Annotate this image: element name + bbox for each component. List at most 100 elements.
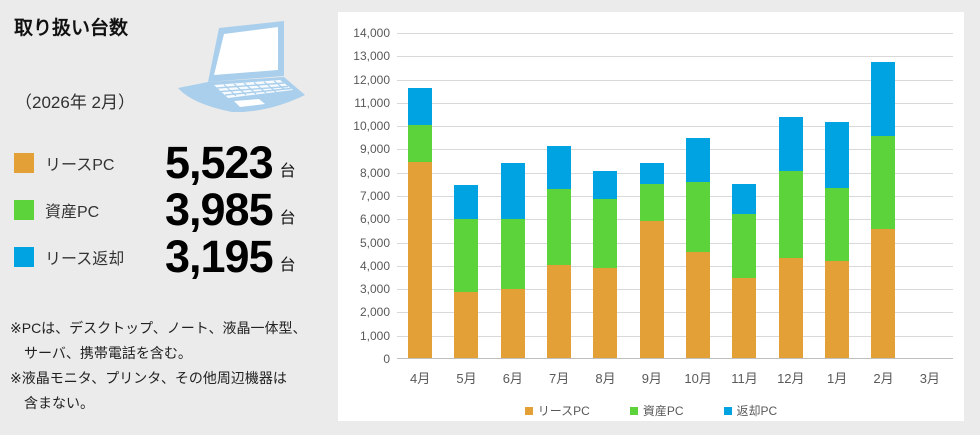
x-tick-label: 12月 (777, 371, 805, 386)
y-tick-label: 7,000 (359, 189, 390, 203)
summary-panel: 取り扱い台数 （2026年 2月） リースPC 5,523 台資産PC 3,985 台リ… (0, 0, 338, 435)
bar (629, 33, 675, 359)
stat-swatch (14, 199, 34, 220)
bar-segment-資産PC (454, 219, 479, 292)
stat-value: 3,985 (165, 184, 274, 235)
legend-label: リースPC (537, 404, 590, 418)
legend-item: リースPC (524, 402, 590, 419)
grid-line (397, 312, 953, 314)
bar (814, 33, 860, 359)
bar (675, 33, 721, 359)
bar (397, 33, 443, 359)
stat-label: 資産PC (45, 203, 100, 221)
bar-segment-リースPC (778, 258, 803, 358)
grid-line (397, 219, 953, 221)
bar-segment-リースPC (871, 229, 896, 358)
bar-segment-資産PC (825, 188, 850, 261)
grid-line (397, 242, 953, 244)
legend-item: 資産PC (629, 402, 684, 419)
page-title: 取り扱い台数 (14, 18, 129, 39)
x-axis: 4月 5月 6月 7月 8月 9月 10月 11月 12月 1月 2月 3月 (397, 368, 953, 388)
bar-segment-返却PC (454, 185, 479, 219)
legend-label: 返却PC (736, 404, 778, 418)
grid-line (397, 196, 953, 197)
grid-line (397, 149, 953, 151)
grid-line (397, 56, 953, 58)
bar (443, 33, 489, 359)
bar-segment-返却PC (686, 138, 711, 182)
laptop-icon (178, 21, 305, 113)
bar-segment-リースPC (547, 265, 572, 358)
bar-segment-返却PC (871, 62, 896, 136)
bar (860, 33, 906, 359)
x-tick-label: 10月 (684, 371, 712, 386)
grid-line (397, 126, 953, 128)
bar-segment-資産PC (639, 184, 664, 221)
bar-segment-資産PC (547, 189, 572, 265)
legend-swatch (723, 406, 732, 415)
y-tick-label: 10,000 (353, 119, 390, 134)
stats-list: リースPC 5,523 台資産PC 3,985 台リース返却 3,195 台 (14, 139, 320, 280)
grid-line (397, 335, 953, 337)
footnotes: ※PCは、デスクトップ、ノート、液晶一体型、 サーバ、携帯電話を含む。 ※液晶モニ… (10, 316, 306, 416)
bar-segment-返却PC (639, 163, 664, 184)
x-tick-label: 6月 (502, 371, 523, 386)
x-axis-line (397, 358, 953, 359)
stat-label: リース返却 (45, 250, 125, 268)
y-axis: 0 1,000 2,000 3,000 4,000 5,000 6,000 7,000 8,00… (338, 26, 390, 366)
stat-unit: 台 (279, 163, 296, 180)
y-tick-label: 1,000 (359, 328, 390, 343)
bar (536, 33, 582, 359)
y-tick-label: 12,000 (353, 72, 390, 87)
bar-segment-返却PC (408, 88, 433, 125)
bar-segment-リースPC (408, 162, 433, 358)
bar-segment-資産PC (871, 136, 896, 229)
plot-area (397, 33, 953, 359)
bar-segment-返却PC (547, 146, 572, 189)
note-line: 含まない。 (10, 395, 94, 411)
grid-line (397, 33, 953, 34)
bar-segment-リースPC (500, 289, 525, 358)
stat-swatch (14, 246, 34, 267)
stat-value: 5,523 (165, 137, 274, 188)
x-tick-label: 7月 (549, 371, 570, 386)
y-tick-label: 0 (383, 352, 390, 366)
note-line: サーバ、携帯電話を含む。 (10, 345, 192, 361)
bar-segment-資産PC (408, 125, 433, 162)
legend-item: 返却PC (723, 402, 778, 419)
bar-segment-資産PC (593, 199, 618, 268)
stat-unit: 台 (279, 210, 296, 227)
bar-segment-リースPC (593, 268, 618, 358)
stat-row: リースPC 5,523 台 (14, 139, 320, 186)
x-tick-label: 1月 (827, 371, 848, 386)
y-tick-label: 9,000 (359, 142, 390, 157)
bar (768, 33, 814, 359)
y-tick-label: 6,000 (359, 212, 390, 227)
bar-segment-資産PC (500, 219, 525, 289)
grid-line (397, 102, 953, 104)
note-line: ※PCは、デスクトップ、ノート、液晶一体型、 (10, 320, 307, 336)
bar-segment-リースPC (454, 292, 479, 358)
x-tick-label: 4月 (410, 371, 431, 386)
stat-unit: 台 (279, 257, 296, 274)
x-tick-label: 5月 (456, 371, 477, 386)
note-line: ※液晶モニタ、プリンタ、その他周辺機器は (10, 370, 287, 386)
y-tick-label: 11,000 (354, 95, 390, 110)
x-tick-label: 2月 (873, 371, 894, 386)
stat-row: リース返却 3,195 台 (14, 233, 320, 280)
bar (721, 33, 767, 359)
report-date: （2026年 2月） (15, 93, 135, 112)
chart-card: 0 1,000 2,000 3,000 4,000 5,000 6,000 7,000 8,00… (338, 12, 964, 421)
legend-swatch (524, 406, 533, 415)
bar-segment-資産PC (778, 171, 803, 258)
bar-segment-資産PC (686, 182, 711, 252)
y-tick-label: 14,000 (353, 26, 390, 40)
grid-line (397, 79, 953, 81)
x-tick-label: 11月 (731, 371, 758, 386)
stat-swatch (14, 152, 34, 173)
y-tick-label: 5,000 (359, 235, 390, 250)
grid-line (397, 289, 953, 291)
bar-segment-リースPC (639, 221, 664, 358)
x-tick-label: 8月 (595, 371, 616, 386)
y-tick-label: 4,000 (359, 258, 390, 273)
